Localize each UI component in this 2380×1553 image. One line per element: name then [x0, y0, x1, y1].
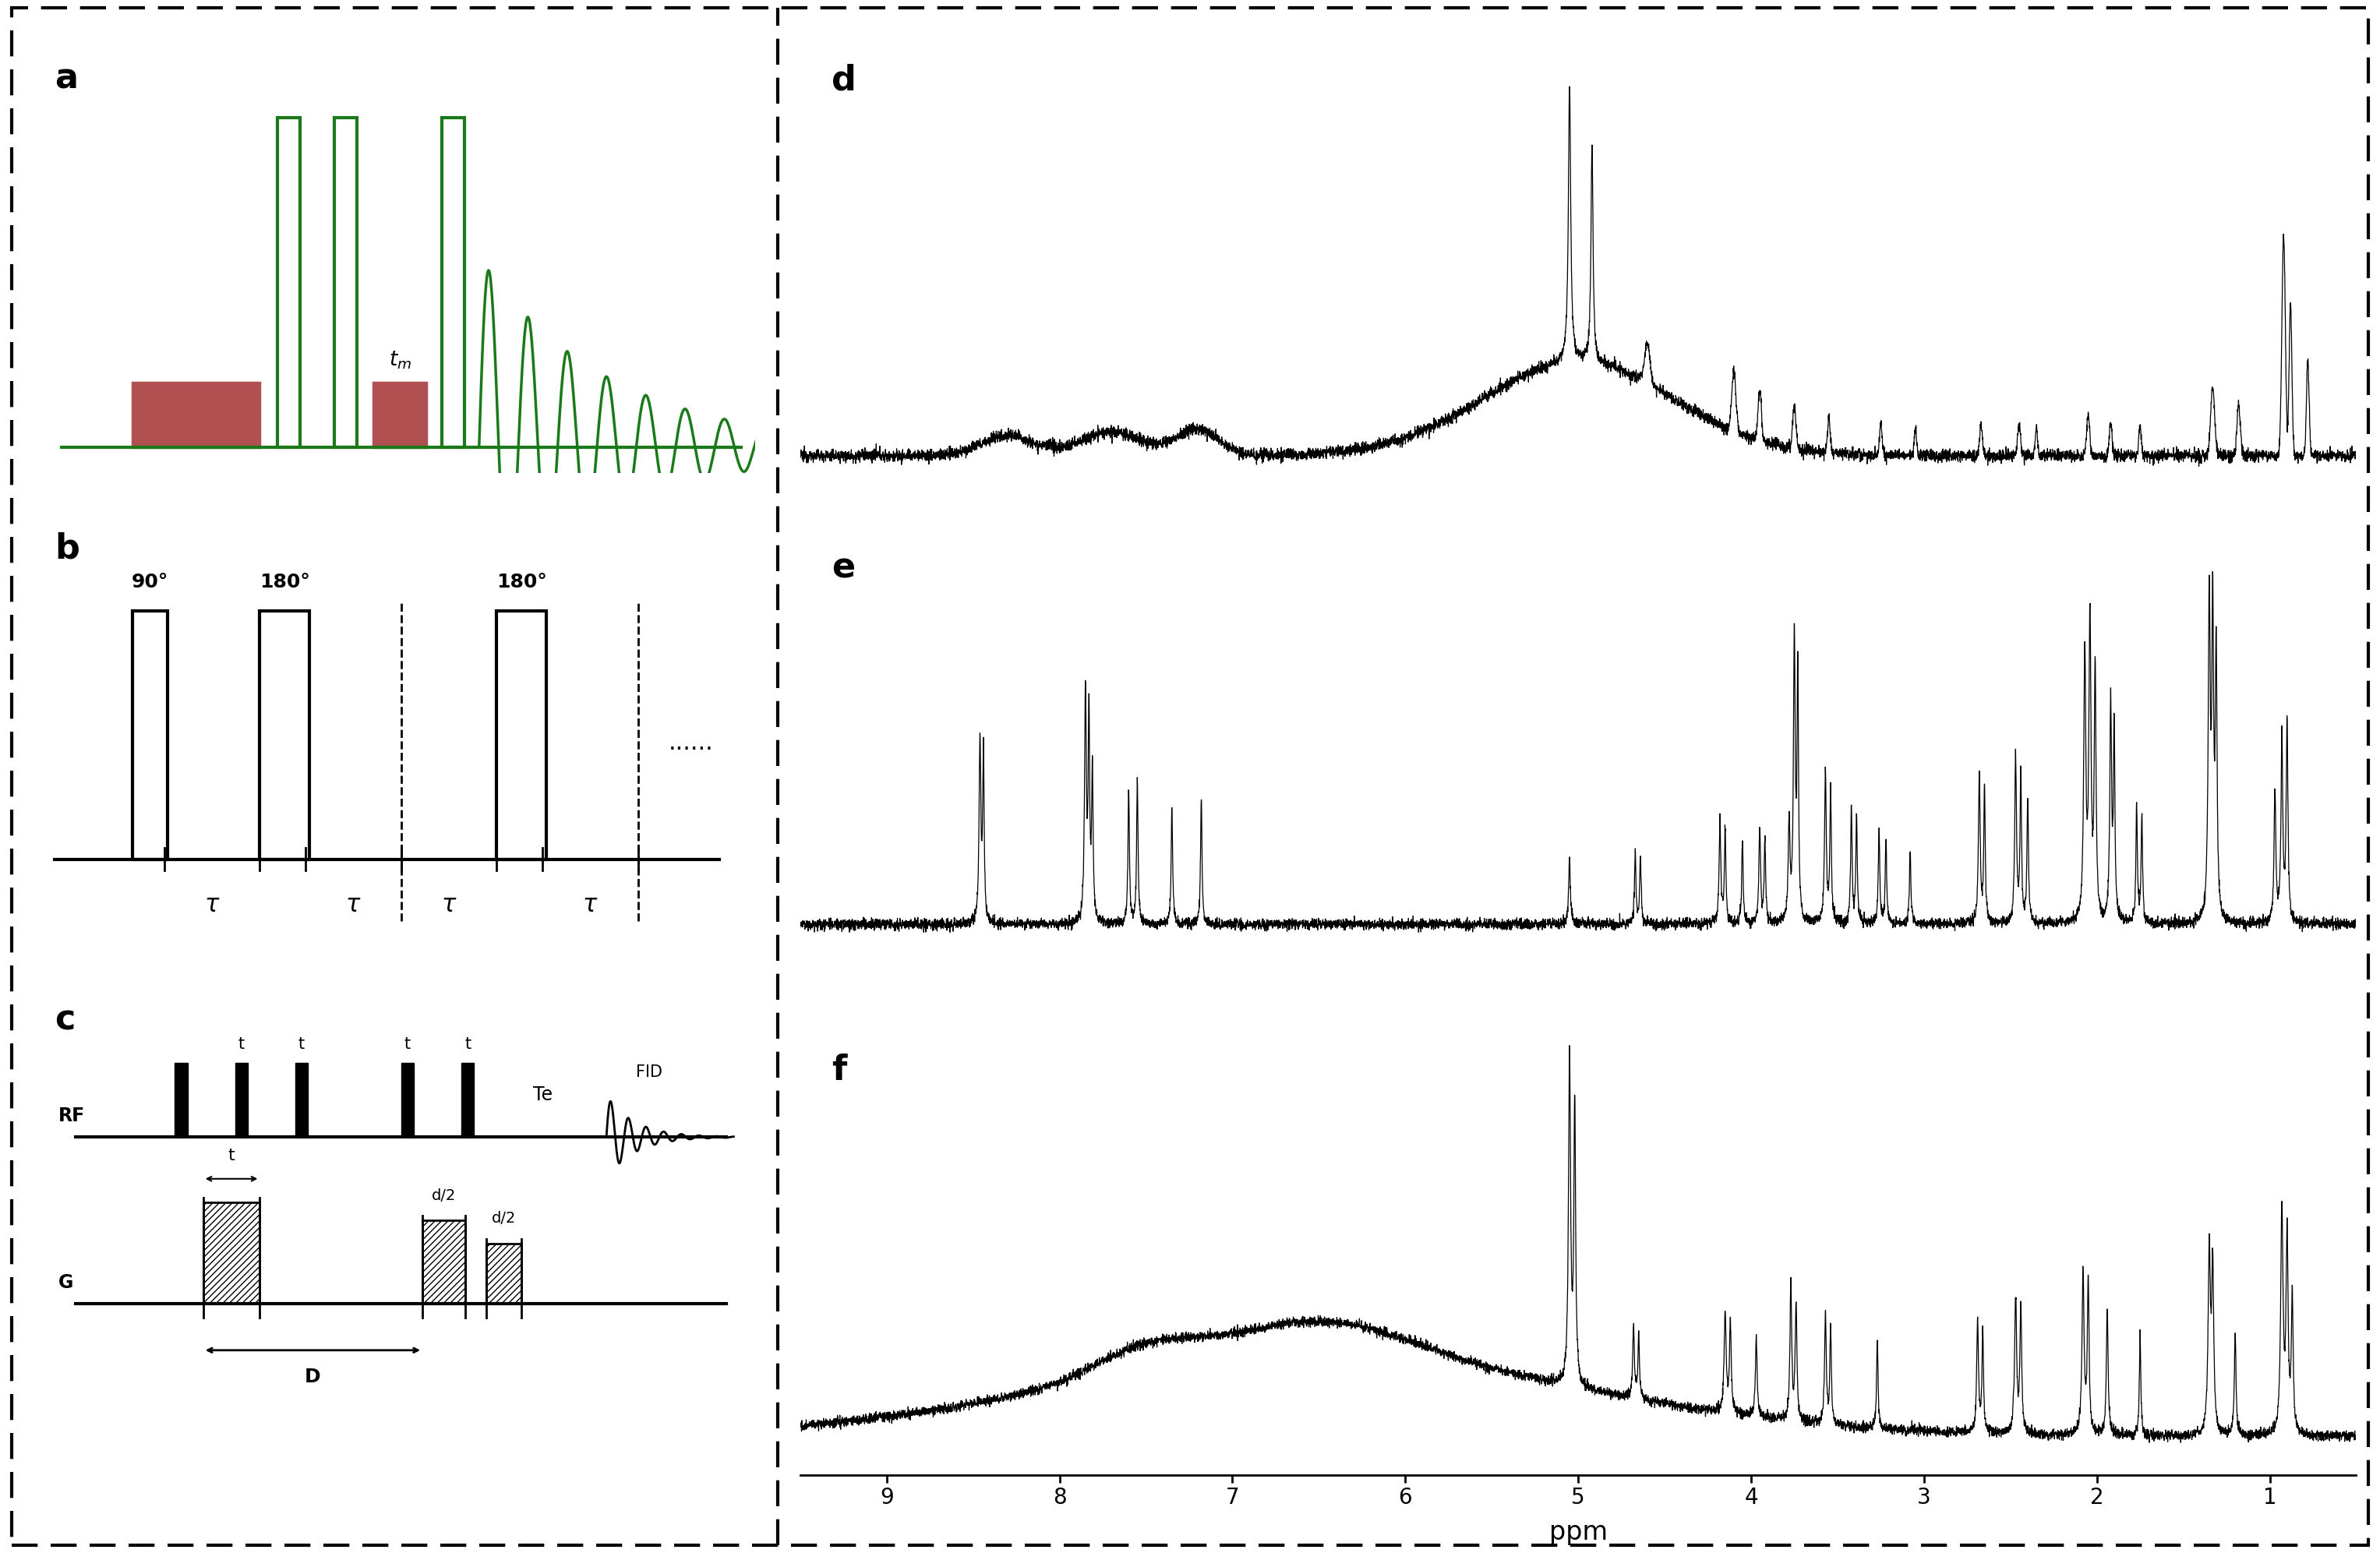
Bar: [133, 610, 169, 859]
Bar: [443, 118, 464, 447]
Bar: [133, 382, 259, 447]
Bar: [236, 1062, 248, 1137]
Text: t: t: [228, 1148, 236, 1163]
Bar: [402, 1062, 414, 1137]
Text: f: f: [831, 1053, 847, 1087]
Bar: [333, 118, 357, 447]
Bar: [497, 610, 547, 859]
Text: t: t: [464, 1036, 471, 1053]
Bar: [424, 1221, 464, 1305]
Bar: [278, 118, 300, 447]
Text: d: d: [831, 64, 857, 98]
Bar: [202, 1202, 259, 1305]
Text: e: e: [831, 551, 854, 585]
Text: c: c: [55, 1003, 76, 1037]
Text: 180°: 180°: [259, 573, 309, 592]
Text: Te: Te: [533, 1086, 552, 1104]
Text: $t_m$: $t_m$: [388, 349, 412, 371]
Text: t: t: [298, 1036, 305, 1053]
Text: $\tau$: $\tau$: [205, 895, 219, 916]
Text: D: D: [305, 1368, 321, 1387]
Text: FID: FID: [635, 1064, 662, 1079]
Text: $\tau$: $\tau$: [583, 895, 597, 916]
Text: a: a: [55, 62, 79, 96]
Bar: [295, 1062, 307, 1137]
Text: RF: RF: [57, 1107, 86, 1126]
Text: $\tau$: $\tau$: [440, 895, 457, 916]
Bar: [259, 610, 309, 859]
Text: b: b: [55, 533, 79, 565]
Bar: [462, 1062, 474, 1137]
X-axis label: ppm: ppm: [1549, 1519, 1607, 1545]
Bar: [174, 1062, 188, 1137]
Text: 90°: 90°: [131, 573, 169, 592]
Text: 180°: 180°: [495, 573, 547, 592]
Text: t: t: [238, 1036, 245, 1053]
Text: ......: ......: [669, 731, 714, 755]
Bar: [486, 1244, 521, 1305]
Text: G: G: [57, 1273, 74, 1292]
Text: d/2: d/2: [431, 1188, 457, 1202]
Text: t: t: [405, 1036, 412, 1053]
Bar: [374, 382, 426, 447]
Text: d/2: d/2: [493, 1211, 516, 1225]
Text: $\tau$: $\tau$: [345, 895, 362, 916]
